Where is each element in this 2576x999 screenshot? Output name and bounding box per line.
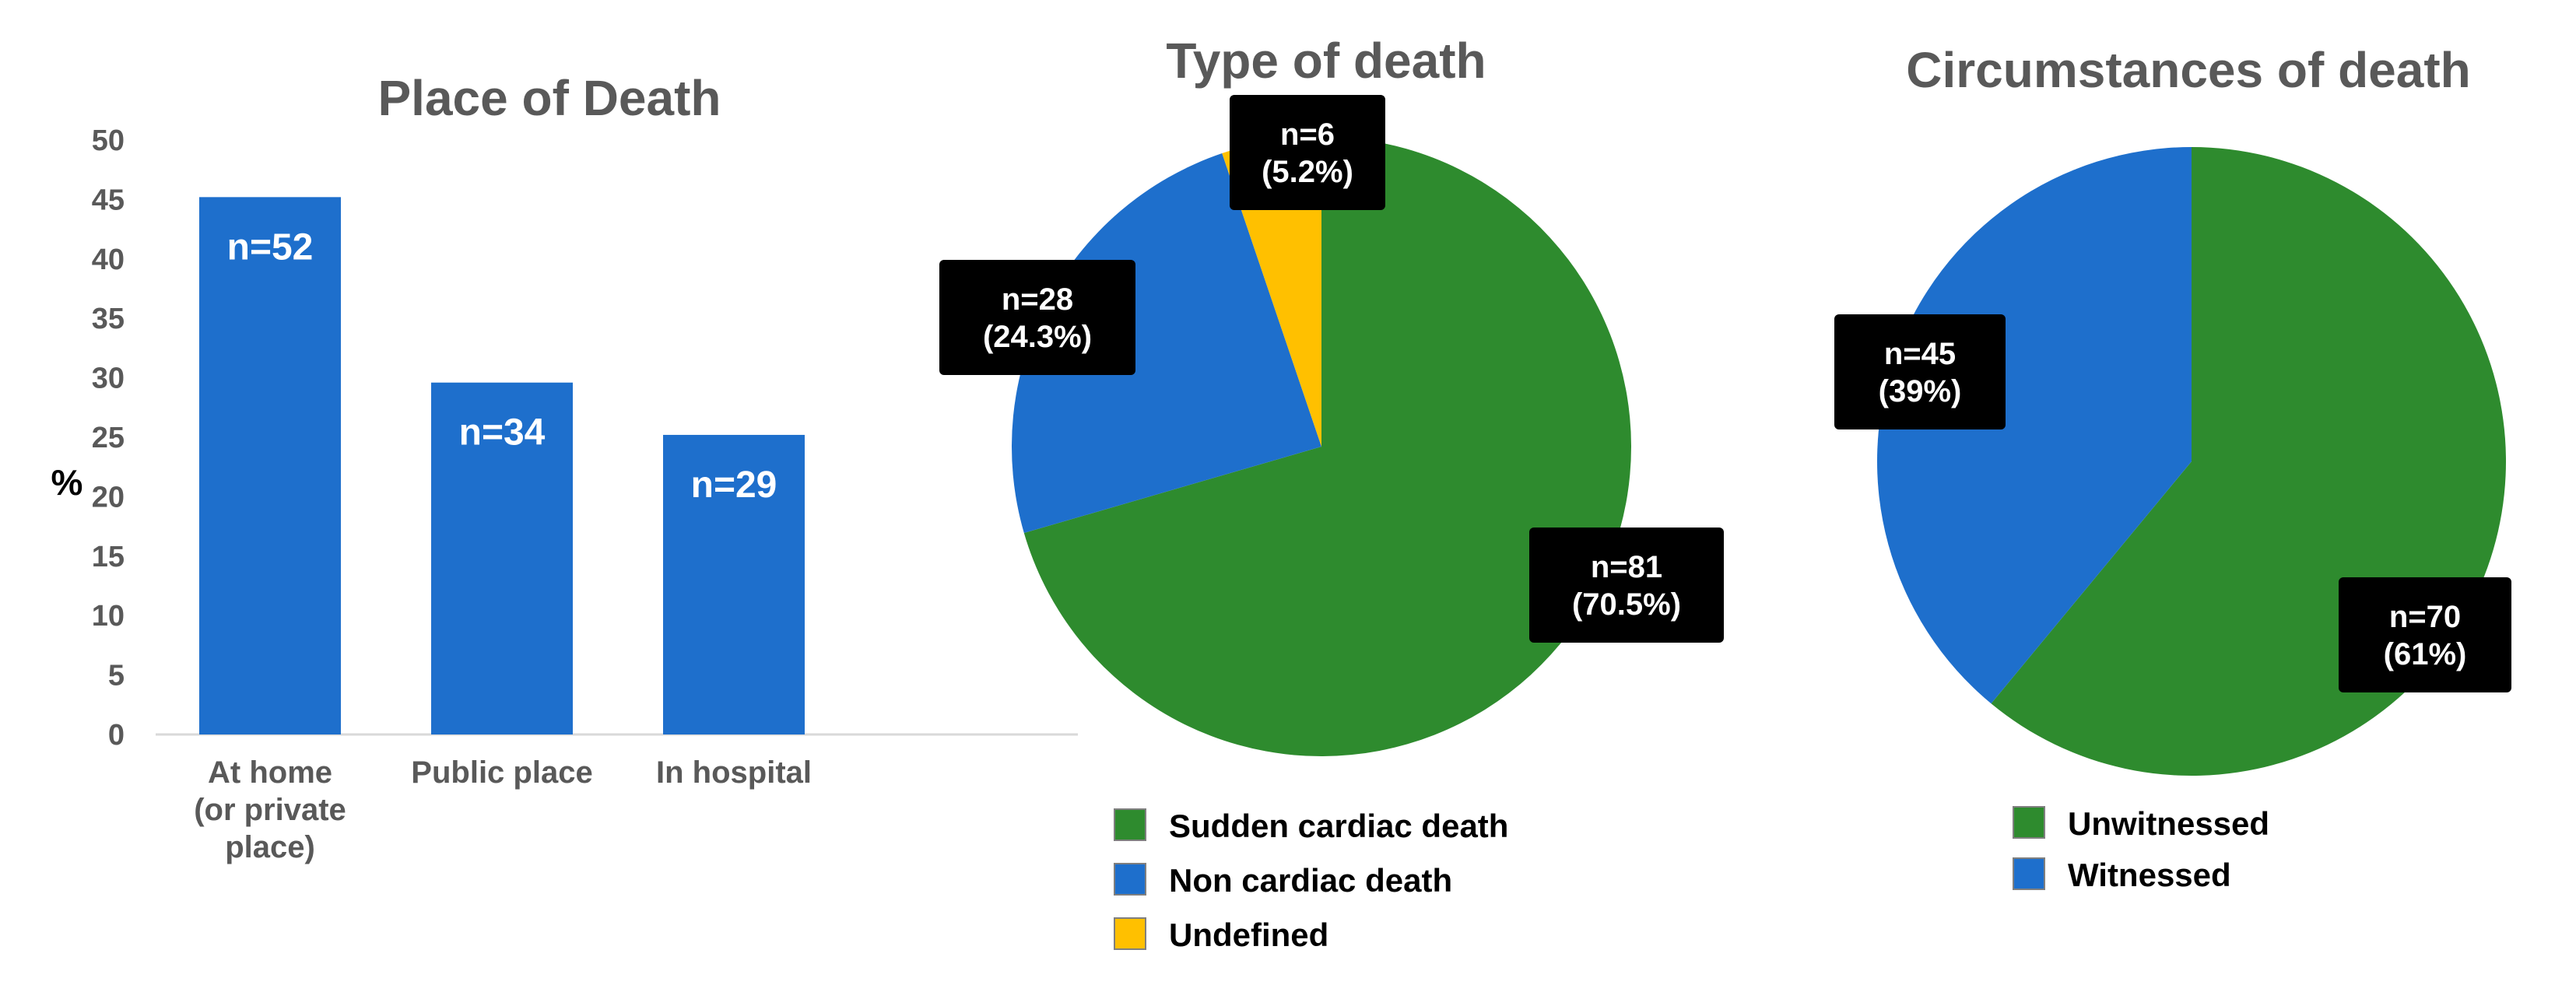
y-tick-label: 50 [92,124,125,157]
y-tick-label: 15 [92,541,125,573]
bar [663,434,805,734]
x-tick-label: Public place [411,755,592,790]
pie-slice [1012,153,1321,534]
pie1-legend: Sudden cardiac death Non cardiac death Und… [1114,808,1508,953]
bar [199,197,341,734]
bars: n=52 n=34 n=29 [199,197,805,734]
pie-data-label: n=70 (61%) [2384,600,2467,671]
bar-data-label: n=52 [227,226,314,268]
y-tick-label: 10 [92,600,125,633]
pie-slice [1222,137,1321,447]
pie-slice [1023,137,1631,757]
pie1-slices [1012,137,1631,757]
legend-entry: Unwitnessed [2068,805,2269,842]
pie1-title: Type of death [1166,33,1486,89]
y-tick-label: 0 [108,719,125,752]
pie-data-label-box [1834,314,2006,429]
legend-entry: Non cardiac death [1169,862,1452,899]
y-axis-label: % [51,462,83,503]
y-axis-ticks: 0 5 10 15 20 25 30 35 40 45 50 [92,124,125,752]
legend-swatch [1114,863,1146,896]
bar-chart-title: Place of Death [377,70,721,126]
pie-data-label-box [2339,577,2511,692]
pie-data-label-box [1529,528,1724,643]
bar [431,382,573,734]
bar-data-label: n=29 [691,464,777,506]
bar-chart-place-of-death: Place of Death % 0 5 10 15 20 25 30 35 40 45 50 n=… [51,70,1078,864]
pie-data-label: n=45 (39%) [1879,337,1962,408]
pie-data-label-box [939,260,1135,375]
bar-data-label: n=34 [459,412,546,454]
x-tick-label: In hospital [656,755,812,790]
y-tick-label: 25 [92,422,125,454]
y-tick-label: 5 [108,660,125,692]
pie2-title: Circumstances of death [1906,42,2471,98]
legend-entry: Undefined [1169,917,1328,953]
pie2-legend: Unwitnessed Witnessed [2013,805,2269,893]
legend-swatch [1114,917,1146,950]
pie1-data-labels: n=81 (70.5%) n=28 (24.3%) n=6 (5.2%) [939,95,1724,643]
pie-data-label: n=6 (5.2%) [1262,117,1353,189]
y-tick-label: 40 [92,244,125,276]
pie-chart-circumstances-of-death: Circumstances of death n=70 (61%) n=45 (39%… [1834,42,2511,893]
pie-data-label: n=81 (70.5%) [1572,550,1681,622]
x-axis-categories: At home (or private place) Public place In h… [194,755,812,864]
y-tick-label: 30 [92,363,125,395]
y-tick-label: 20 [92,481,125,514]
y-tick-label: 35 [92,303,125,335]
y-tick-label: 45 [92,184,125,216]
pie2-data-labels: n=70 (61%) n=45 (39%) [1834,314,2511,692]
legend-entry: Witnessed [2068,857,2231,893]
pie-slice [1877,147,2192,704]
legend-swatch [2013,806,2045,839]
legend-swatch [1114,808,1146,841]
pie-chart-type-of-death: Type of death n=81 (70.5%) n=28 (24.3%) n=6(… [939,33,1724,953]
pie-data-label: n=28 (24.3%) [983,282,1092,354]
legend-swatch [2013,857,2045,890]
x-tick-label: At home (or private place) [194,755,346,864]
legend-entry: Sudden cardiac death [1169,808,1508,844]
pie-data-label-box [1230,95,1385,210]
